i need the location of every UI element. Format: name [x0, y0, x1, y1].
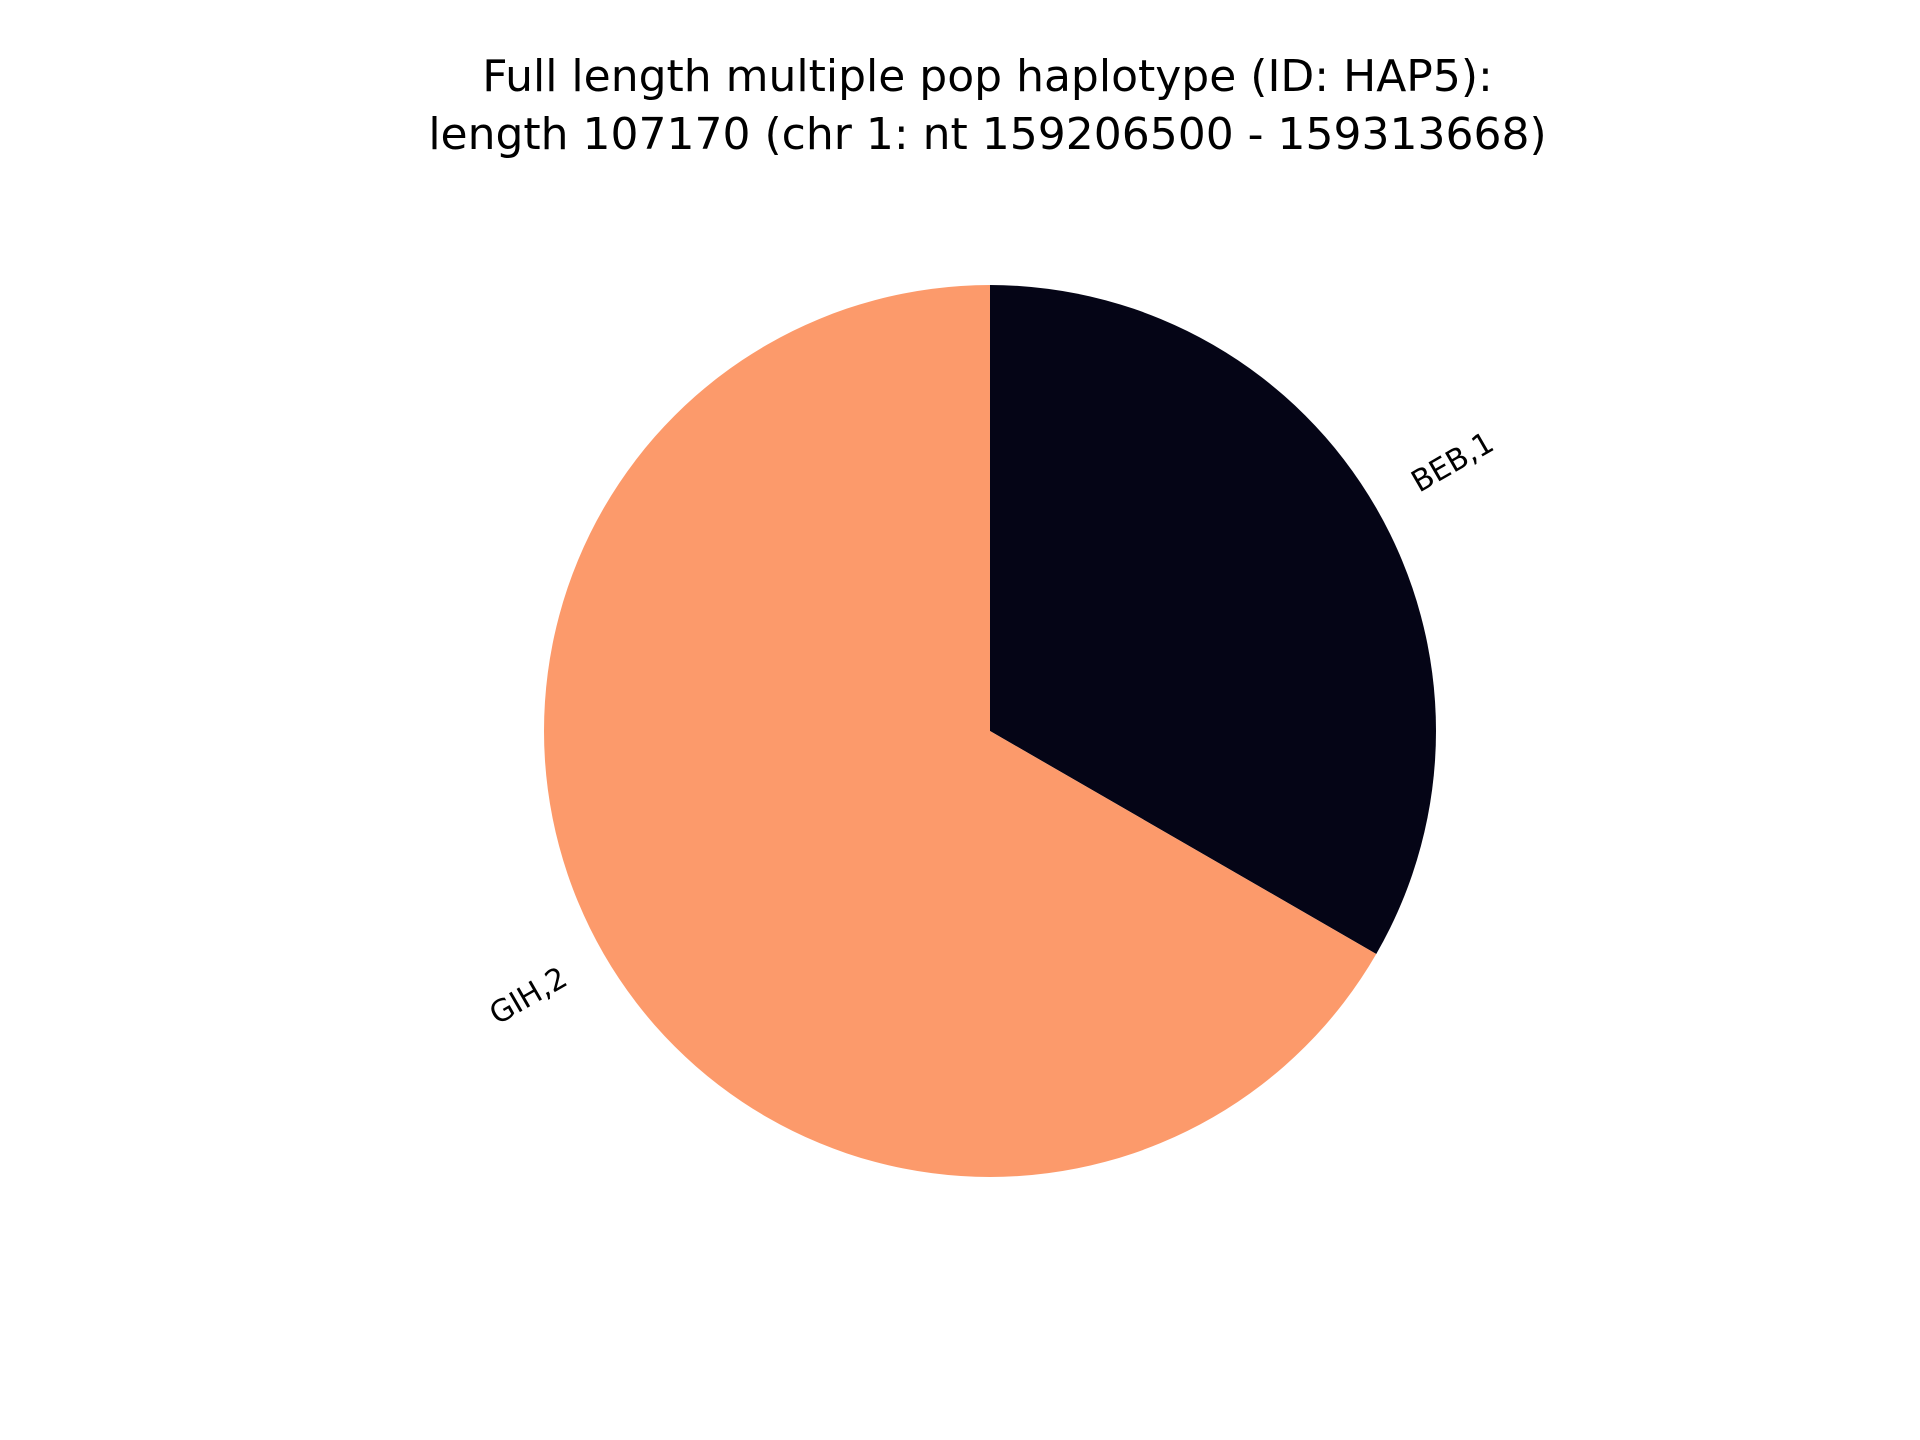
chart-title: Full length multiple pop haplotype (ID: …	[482, 51, 1493, 102]
pie-slice-gih	[544, 285, 1377, 1177]
pie-slice-label-gih: GIH,2	[484, 960, 574, 1032]
pie-slice-beb	[990, 285, 1436, 954]
pie-slice-label-beb: BEB,1	[1406, 425, 1500, 500]
chart-title-block: Full length multiple pop haplotype (ID: …	[0, 48, 1920, 164]
chart-subtitle: length 107170 (chr 1: nt 159206500 - 159…	[428, 109, 1547, 160]
